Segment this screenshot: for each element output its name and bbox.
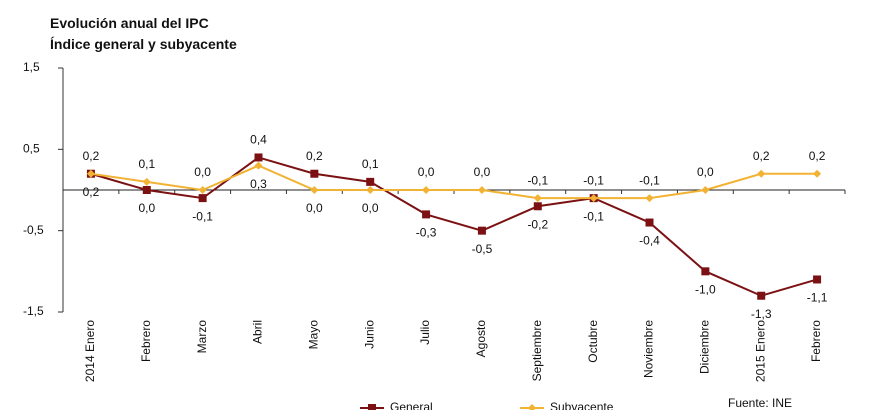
x-tick-label: Mayo: [307, 320, 321, 350]
data-label: 0,0: [474, 165, 491, 179]
data-label: -0,5: [472, 242, 493, 256]
data-label: 0,2: [753, 149, 770, 163]
data-label: 0,0: [306, 201, 323, 215]
x-tick-label: Septiembre: [530, 320, 544, 382]
data-label: -0,1: [639, 173, 660, 187]
data-label: 0,0: [418, 165, 435, 179]
point: [422, 210, 431, 219]
data-label: 0,2: [83, 185, 100, 199]
data-label: -0,1: [583, 209, 604, 223]
x-tick-label: Marzo: [195, 320, 209, 354]
x-tick-label: 2014 Enero: [83, 320, 97, 382]
x-tick-label: Febrero: [139, 320, 153, 362]
point: [477, 226, 486, 235]
point: [198, 194, 207, 203]
point: [310, 186, 319, 194]
data-label: -0,4: [639, 234, 660, 248]
data-label: 0,0: [194, 165, 211, 179]
data-label: 0,1: [138, 157, 155, 171]
legend-label: General: [390, 400, 433, 410]
data-label: -0,1: [192, 209, 213, 223]
point: [310, 169, 319, 178]
x-tick-label: Octubre: [586, 320, 600, 363]
series-line: [90, 156, 818, 297]
point: [254, 153, 263, 162]
legend-marker: [528, 404, 536, 410]
chart-title: Evolución anual del IPC: [50, 15, 209, 31]
point: [533, 202, 542, 211]
point: [142, 177, 151, 186]
point: [86, 169, 95, 178]
data-label: 0,3: [250, 177, 267, 191]
point: [757, 169, 766, 178]
point: [701, 186, 710, 194]
point: [645, 218, 654, 227]
data-label: 0,0: [138, 201, 155, 215]
point: [366, 186, 375, 194]
legend-marker: [368, 404, 376, 410]
y-tick-label: 1,5: [23, 60, 40, 74]
point: [813, 169, 822, 178]
data-label: 0,1: [362, 157, 379, 171]
data-label: -1,3: [751, 307, 772, 321]
point: [366, 177, 375, 186]
x-tick-label: Abril: [251, 320, 265, 344]
point: [701, 267, 710, 276]
series-line: [90, 164, 818, 200]
point: [142, 186, 151, 194]
x-tick-label: Diciembre: [698, 320, 712, 374]
x-tick-label: Febrero: [809, 320, 823, 362]
point: [533, 194, 542, 203]
data-label: -0,1: [583, 173, 604, 187]
source: Fuente: INE: [728, 396, 792, 410]
data-label: -1,0: [695, 283, 716, 297]
chart-subtitle: Índice general y subyacente: [50, 36, 237, 52]
x-tick-label: Agosto: [474, 320, 488, 358]
point: [813, 275, 822, 284]
y-tick-label: -1,5: [23, 304, 44, 318]
x-tick-label: Noviembre: [642, 320, 656, 378]
point: [477, 186, 486, 194]
y-tick-label: -0,5: [23, 223, 44, 237]
data-label: 0,2: [306, 149, 323, 163]
data-label: 0,2: [809, 149, 826, 163]
data-label: -0,2: [527, 217, 548, 231]
data-label: 0,4: [250, 133, 267, 147]
point: [254, 161, 263, 170]
data-label: -1,1: [807, 291, 828, 305]
point: [198, 186, 207, 194]
x-tick-label: 2015 Enero: [753, 320, 767, 382]
legend-label: Subyacente: [550, 400, 614, 410]
point: [757, 291, 766, 300]
x-tick-label: Julio: [418, 320, 432, 345]
data-label: 0,2: [83, 149, 100, 163]
x-tick-label: Junio: [362, 320, 376, 349]
point: [422, 186, 431, 194]
y-tick-label: 0,5: [23, 142, 40, 156]
data-label: -0,1: [527, 173, 548, 187]
point: [645, 194, 654, 203]
data-label: -0,3: [416, 226, 437, 240]
data-label: 0,0: [697, 165, 714, 179]
data-label: 0,0: [362, 201, 379, 215]
point: [589, 194, 598, 203]
